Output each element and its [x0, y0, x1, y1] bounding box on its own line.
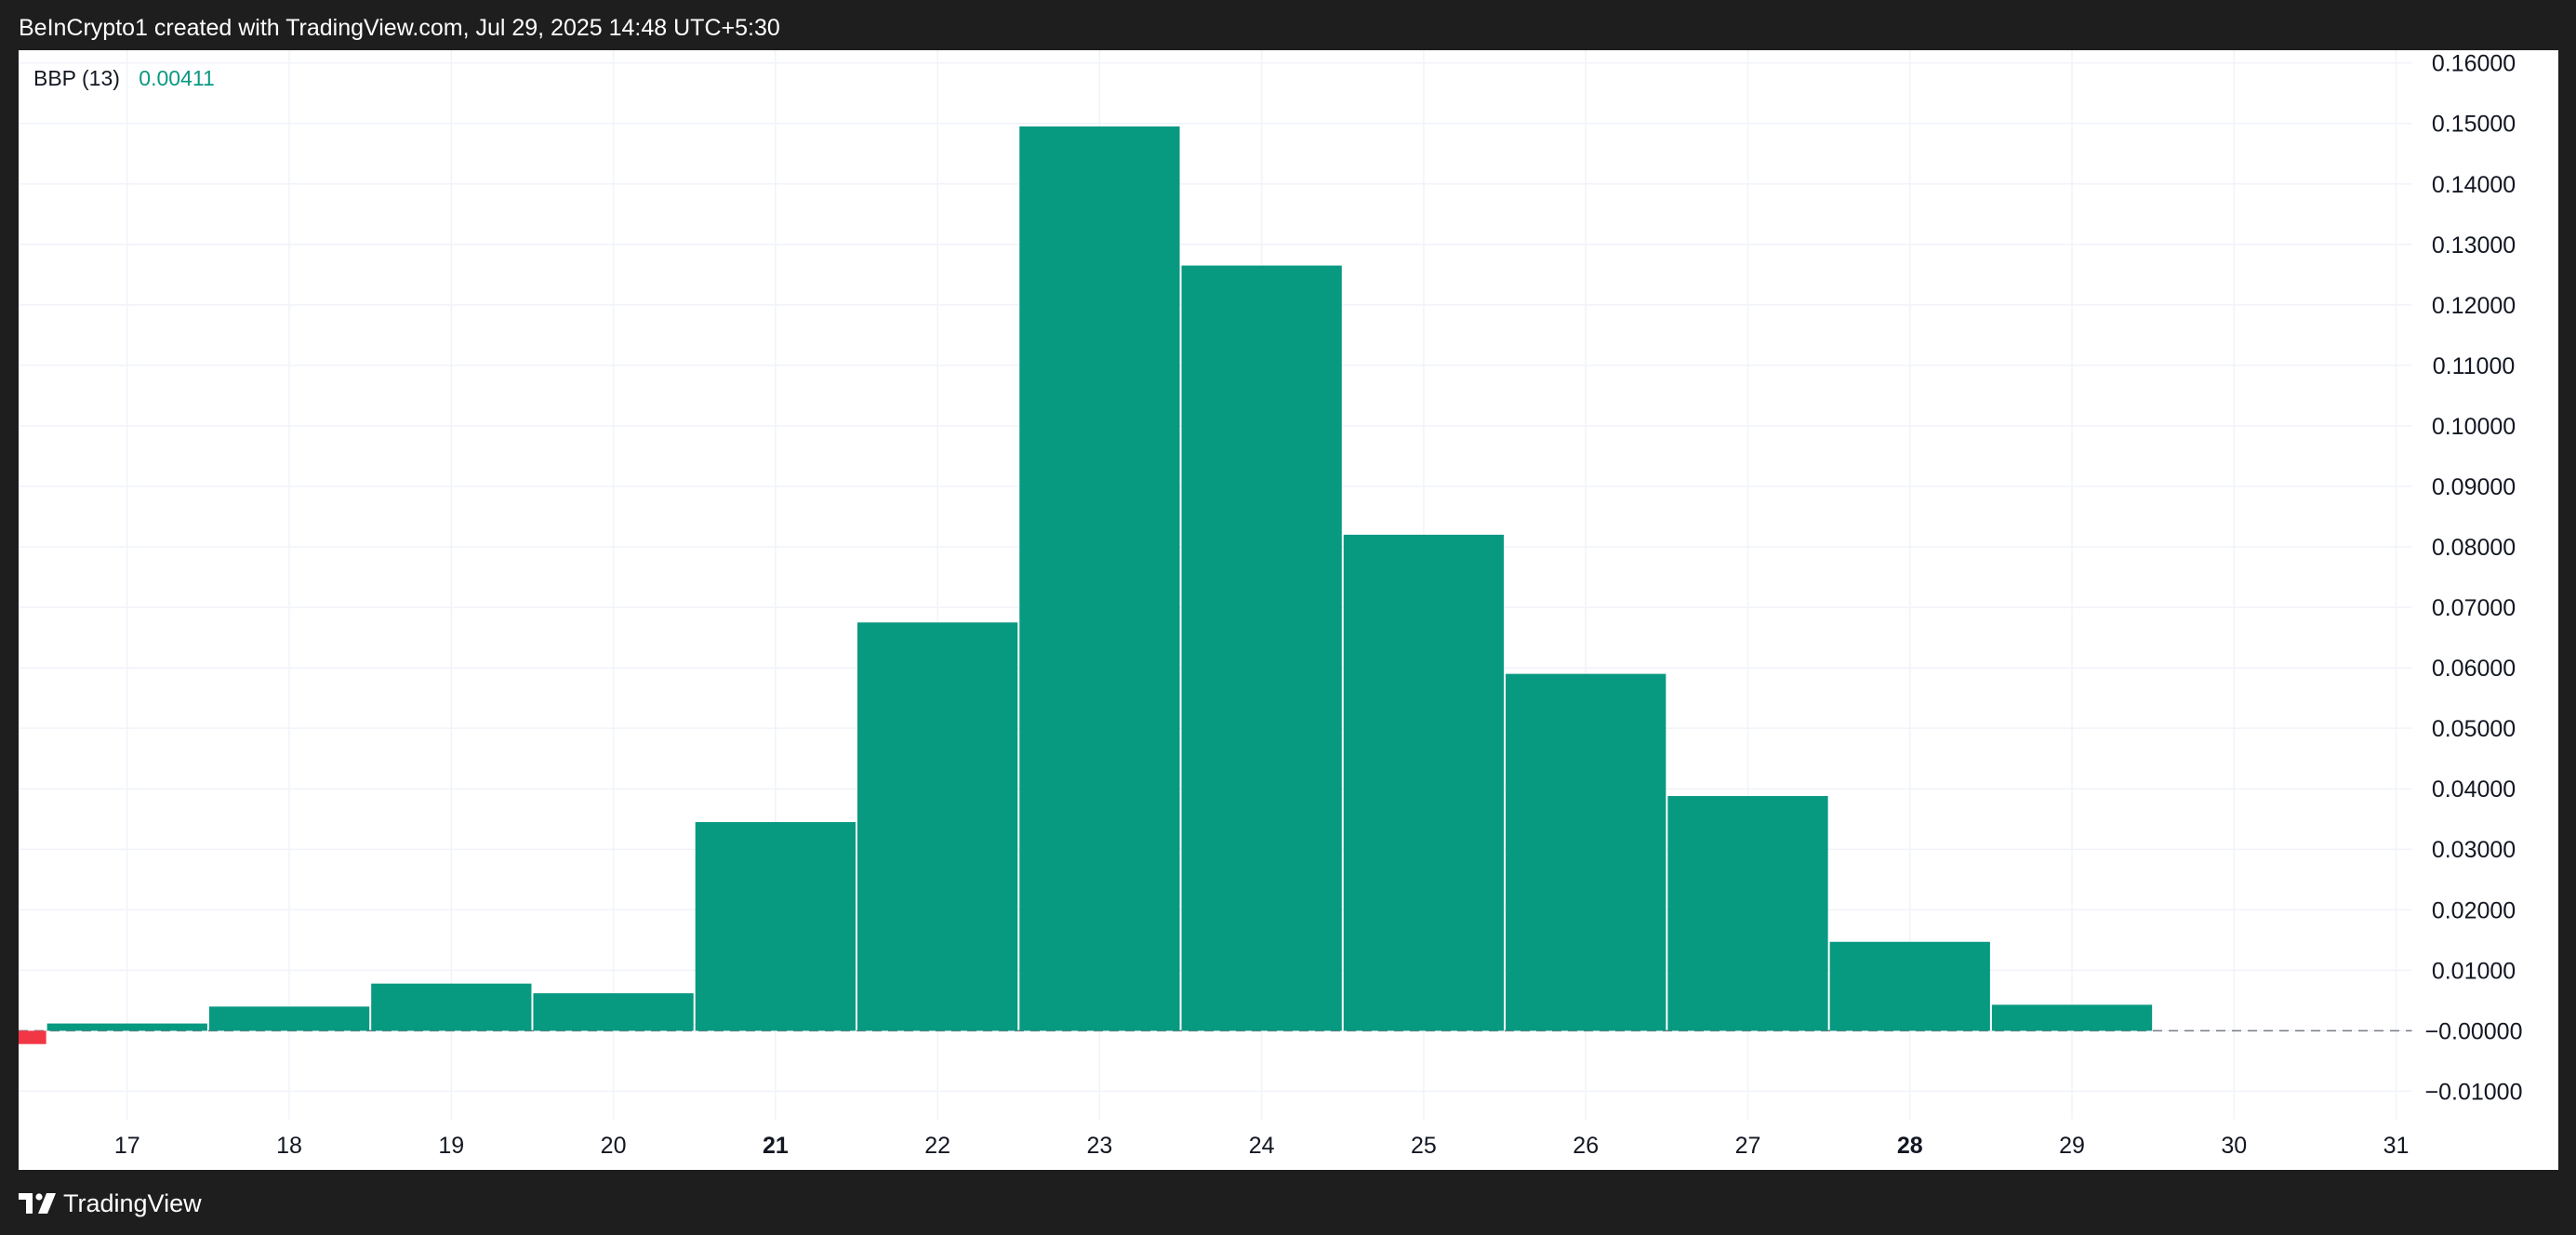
y-tick-label: 0.14000 [2432, 172, 2516, 198]
y-tick-label: 0.02000 [2432, 897, 2516, 923]
histogram-bar [1667, 796, 1828, 1031]
y-tick-label: −0.01000 [2425, 1079, 2523, 1105]
x-tick-label: 28 [1897, 1133, 1923, 1159]
histogram-bar [1506, 673, 1666, 1031]
header-bar: BeInCrypto1 created with TradingView.com… [0, 0, 2576, 50]
histogram-bar [1829, 941, 1990, 1031]
indicator-name: BBP (13) [33, 66, 120, 90]
chart-credit: BeInCrypto1 created with TradingView.com… [19, 15, 780, 41]
tradingview-brand[interactable]: TradingView [19, 1189, 202, 1218]
chart-panel[interactable]: 0.16000 0.15000 0.14000 0.13000 0.12000 0.110… [19, 50, 2558, 1170]
x-tick-label: 19 [438, 1133, 464, 1159]
y-tick-label: 0.16000 [2432, 51, 2516, 77]
y-tick-label: 0.06000 [2432, 656, 2516, 682]
x-tick-label: 18 [276, 1133, 302, 1159]
bbp-histogram-chart[interactable]: 0.16000 0.15000 0.14000 0.13000 0.12000 0.110… [19, 50, 2558, 1170]
y-tick-label: 0.15000 [2432, 112, 2516, 138]
y-tick-label: 0.11000 [2433, 353, 2516, 379]
x-tick-label: 26 [1573, 1133, 1599, 1159]
y-tick-label: 0.13000 [2432, 232, 2516, 259]
x-tick-label: 25 [1411, 1133, 1437, 1159]
histogram-bar [695, 821, 856, 1031]
x-tick-label: 31 [2383, 1133, 2410, 1159]
histogram-bar [371, 983, 532, 1031]
x-tick-label: 22 [924, 1133, 950, 1159]
y-tick-label: 0.10000 [2432, 414, 2516, 440]
y-tick-label: −0.00000 [2425, 1018, 2523, 1044]
y-tick-label: 0.08000 [2432, 535, 2516, 561]
x-tick-label: 30 [2221, 1133, 2247, 1159]
x-tick-label: 29 [2059, 1133, 2085, 1159]
x-tick-label: 21 [763, 1133, 789, 1159]
x-tick-label: 20 [601, 1133, 627, 1159]
tradingview-logo-icon [19, 1193, 56, 1214]
histogram-bar [533, 993, 694, 1031]
x-tick-label: 24 [1249, 1133, 1275, 1159]
y-tick-label: 0.03000 [2432, 837, 2516, 863]
histogram-bar [46, 1023, 207, 1031]
brand-name: TradingView [63, 1189, 202, 1217]
y-tick-label: 0.12000 [2432, 293, 2516, 319]
histogram-bar [1343, 535, 1505, 1031]
x-tick-label: 17 [114, 1133, 140, 1159]
indicator-value: 0.00411 [139, 66, 215, 90]
histogram-bar [1019, 126, 1180, 1031]
y-tick-label: 0.04000 [2432, 777, 2516, 803]
x-tick-label: 27 [1735, 1133, 1761, 1159]
histogram-bar [19, 1030, 46, 1044]
histogram-bar [1181, 265, 1342, 1031]
histogram-bar [208, 1006, 370, 1031]
histogram-bar [1991, 1004, 2153, 1031]
y-tick-label: 0.01000 [2432, 958, 2516, 984]
histogram-bar [856, 622, 1018, 1031]
y-tick-label: 0.09000 [2432, 474, 2516, 500]
y-tick-label: 0.05000 [2432, 716, 2516, 742]
indicator-legend[interactable]: BBP (13) 0.00411 [33, 65, 215, 91]
y-tick-label: 0.07000 [2432, 595, 2516, 621]
x-tick-label: 23 [1086, 1133, 1112, 1159]
footer-bar: TradingView [0, 1170, 2576, 1235]
